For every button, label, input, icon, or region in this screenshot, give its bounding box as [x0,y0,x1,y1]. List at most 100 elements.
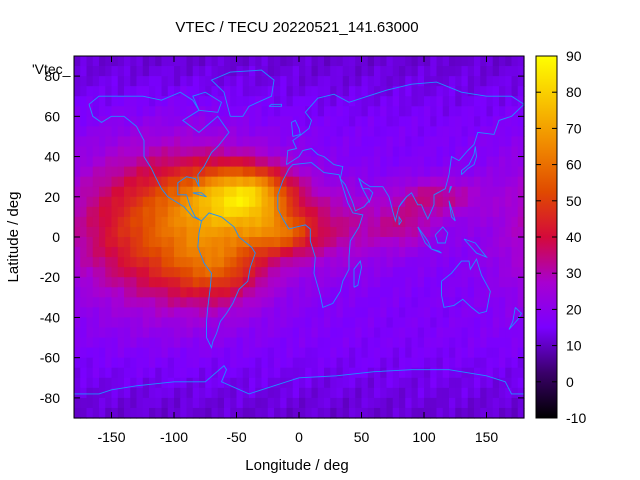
heatmap-cell [417,66,425,77]
heatmap-cell [155,156,163,168]
heatmap-cell [142,106,150,117]
heatmap-cell [142,327,150,339]
heatmap-cell [205,76,213,87]
heatmap-cell [161,367,169,379]
heatmap-cell [317,287,325,298]
heatmap-cell [374,317,381,329]
heatmap-cell [380,196,388,208]
heatmap-cell [467,186,475,198]
heatmap-cell [399,247,406,258]
x-tick-label: 0 [295,429,303,445]
heatmap-cell [305,116,313,127]
heatmap-cell [367,76,375,87]
heatmap-cell [161,106,169,117]
heatmap-cell [411,397,419,409]
heatmap-cell [361,387,369,399]
heatmap-cell [342,327,350,339]
heatmap-cell [286,96,294,107]
heatmap-cell [130,126,138,138]
heatmap-cell [130,96,138,107]
heatmap-cell [305,387,313,399]
heatmap-cell [211,397,219,409]
heatmap-cell [217,56,225,67]
heatmap-cell [411,377,419,389]
heatmap-cell [374,267,381,278]
heatmap-cell [336,277,344,288]
heatmap-cell [305,166,313,178]
heatmap-cell [249,116,256,127]
heatmap-cell [155,277,163,288]
heatmap-cell [424,206,431,218]
heatmap-cell [117,126,125,138]
heatmap-cell [299,116,306,127]
heatmap-cell [217,287,225,298]
heatmap-cell [399,76,406,87]
heatmap-cell [486,56,494,67]
heatmap-cell [517,196,525,208]
heatmap-cell [367,397,375,409]
heatmap-cell [330,96,338,107]
heatmap-cell [505,56,513,67]
heatmap-cell [130,377,138,389]
heatmap-cell [161,357,169,369]
heatmap-cell [342,206,350,218]
heatmap-cell [142,237,150,248]
heatmap-cell [455,126,463,138]
heatmap-cell [399,86,406,97]
heatmap-cell [117,277,125,288]
heatmap-cell [305,216,313,228]
heatmap-cell [505,377,513,389]
heatmap-cell [411,257,419,268]
heatmap-cell [292,257,300,268]
heatmap-cell [461,76,469,87]
heatmap-cell [492,347,500,359]
heatmap-cell [255,247,263,258]
heatmap-cell [180,337,188,349]
heatmap-cell [311,237,319,248]
heatmap-cell [330,196,338,208]
heatmap-cell [336,317,344,329]
heatmap-cell [336,297,344,308]
heatmap-cell [442,387,450,399]
heatmap-cell [224,156,231,168]
heatmap-cell [274,257,281,268]
heatmap-cell [355,206,363,218]
heatmap-cell [111,267,119,278]
heatmap-cell [255,317,263,329]
heatmap-cell [330,86,338,97]
heatmap-cell [374,337,381,349]
heatmap-cell [261,247,269,258]
heatmap-cell [305,407,313,419]
heatmap-cell [211,377,219,389]
heatmap-cell [511,86,519,97]
heatmap-cell [224,267,231,278]
heatmap-cell [486,257,494,268]
heatmap-cell [399,56,406,67]
heatmap-cell [174,247,181,258]
heatmap-cell [80,226,88,238]
heatmap-cell [505,86,513,97]
heatmap-cell [367,337,375,349]
heatmap-cell [117,377,125,389]
heatmap-cell [305,146,313,158]
heatmap-cell [230,347,238,359]
heatmap-cell [199,387,206,399]
heatmap-cell [117,176,125,188]
heatmap-cell [399,337,406,349]
heatmap-cell [261,226,269,238]
heatmap-cell [261,347,269,359]
heatmap-cell [449,226,456,238]
heatmap-cell [449,297,456,308]
heatmap-cell [186,357,194,369]
heatmap-cell [130,136,138,148]
heatmap-cell [317,237,325,248]
heatmap-cell [142,86,150,97]
heatmap-cell [111,206,119,218]
heatmap-cell [442,297,450,308]
heatmap-cell [255,126,263,138]
heatmap-cell [424,387,431,399]
heatmap-cell [417,186,425,198]
heatmap-cell [105,317,113,329]
heatmap-cell [111,347,119,359]
heatmap-cell [455,106,463,117]
